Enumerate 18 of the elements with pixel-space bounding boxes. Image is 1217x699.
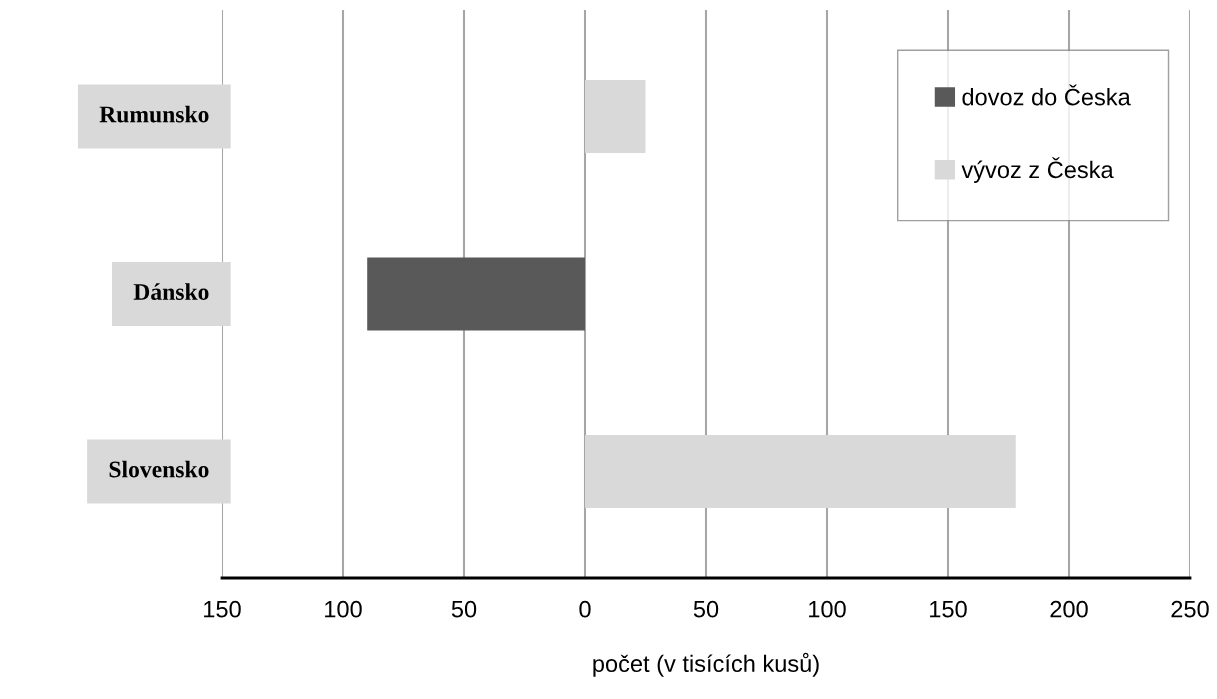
legend-label: dovoz do Česka (962, 84, 1131, 106)
y-tick-label: Rumunsko (99, 105, 209, 123)
x-tick-label: 100 (809, 600, 846, 618)
y-tick-label: Slovensko (109, 460, 209, 478)
y-tick-label: Dánsko (133, 283, 209, 300)
x-tick-label: 200 (1050, 600, 1088, 618)
legend-label: vývoz z Česka (961, 157, 1114, 183)
x-tick-label: 250 (1171, 600, 1209, 618)
x-tick-label: 50 (451, 600, 477, 618)
x-tick-label: 100 (325, 600, 362, 618)
bar (585, 80, 646, 153)
x-tick-label: 150 (204, 600, 241, 618)
x-tick-label: 150 (930, 600, 967, 618)
x-tick-label: 0 (579, 600, 591, 618)
bar (367, 257, 585, 331)
x-axis-title: počet (v tisících kusů) (593, 652, 819, 677)
bar (585, 435, 1016, 508)
x-tick-label: 50 (693, 600, 719, 618)
